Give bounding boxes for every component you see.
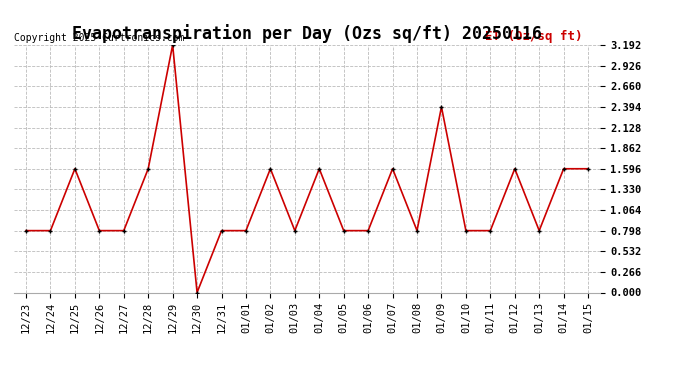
Point	[314, 166, 325, 172]
Point	[240, 228, 251, 234]
Point	[436, 104, 447, 110]
Point	[387, 166, 398, 172]
Point	[411, 228, 422, 234]
Point	[45, 228, 56, 234]
Point	[94, 228, 105, 234]
Point	[485, 228, 496, 234]
Text: ET (Oz/sq ft): ET (Oz/sq ft)	[485, 30, 582, 42]
Point	[70, 166, 81, 172]
Point	[143, 166, 154, 172]
Point	[192, 290, 203, 296]
Point	[167, 42, 178, 48]
Point	[289, 228, 300, 234]
Point	[533, 228, 544, 234]
Point	[118, 228, 129, 234]
Point	[216, 228, 227, 234]
Text: Copyright 2025 Curtronics.com: Copyright 2025 Curtronics.com	[14, 33, 184, 42]
Point	[265, 166, 276, 172]
Point	[338, 228, 349, 234]
Title: Evapotranspiration per Day (Ozs sq/ft) 20250116: Evapotranspiration per Day (Ozs sq/ft) 2…	[72, 24, 542, 44]
Point	[21, 228, 32, 234]
Point	[582, 166, 593, 172]
Point	[509, 166, 520, 172]
Point	[363, 228, 374, 234]
Point	[558, 166, 569, 172]
Point	[460, 228, 471, 234]
